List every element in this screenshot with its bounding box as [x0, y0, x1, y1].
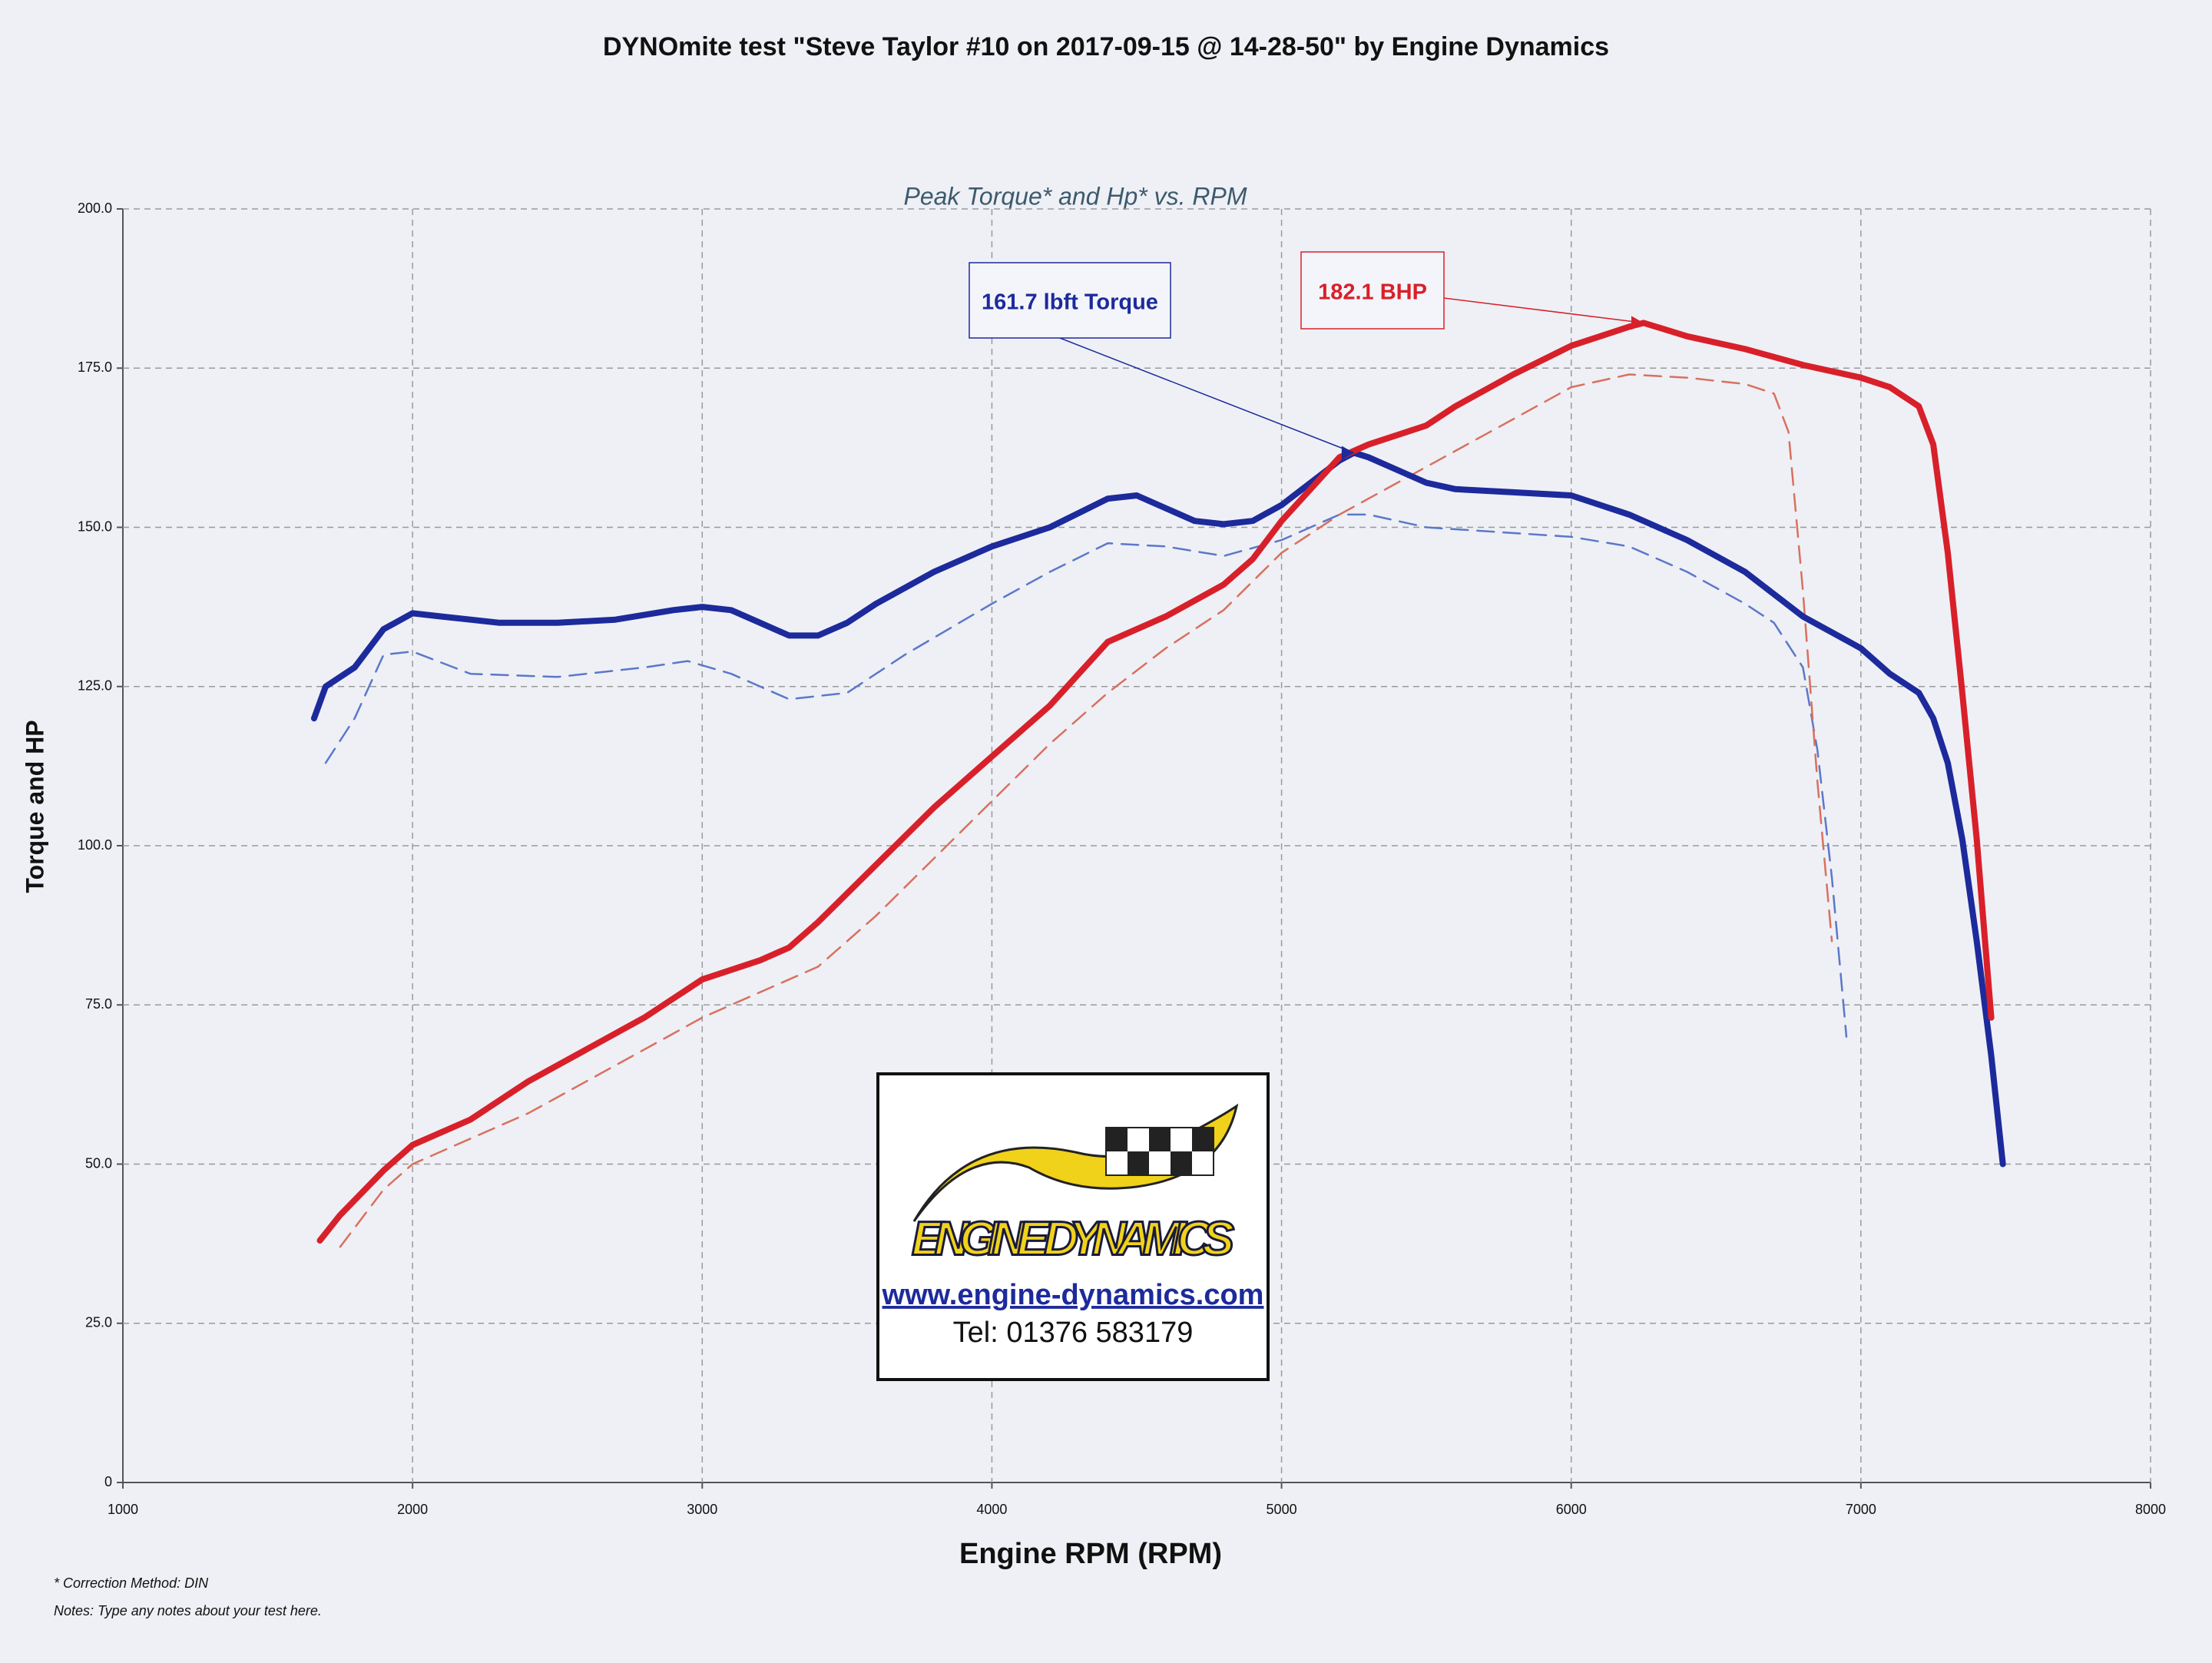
logo-box: ENGINE DYNAMICS www.engine-dynamics.com …	[876, 1072, 1270, 1381]
annotation-leader	[1443, 297, 1644, 324]
y-tick-label: 175.0	[78, 359, 112, 375]
line	[316, 320, 1995, 1244]
logo-phone: Tel: 01376 583179	[953, 1317, 1194, 1349]
x-tick-label: 3000	[687, 1502, 717, 1517]
x-tick-label: 2000	[397, 1502, 428, 1517]
dashed-line	[324, 513, 1848, 1038]
logo-flag	[1105, 1127, 1214, 1176]
x-tick-label: 4000	[976, 1502, 1007, 1517]
footnote: Notes: Type any notes about your test he…	[54, 1603, 322, 1618]
line	[310, 449, 2006, 1168]
flag-square	[1192, 1128, 1214, 1151]
x-tick-label: 5000	[1267, 1502, 1297, 1517]
flag-square	[1106, 1128, 1128, 1151]
y-tick-label: 100.0	[78, 837, 112, 853]
y-axis-label: Torque and HP	[21, 720, 48, 893]
x-tick-label: 7000	[1846, 1502, 1876, 1517]
y-tick-label: 50.0	[85, 1155, 112, 1171]
annotation-arrowhead	[1631, 316, 1644, 330]
logo-url: www.engine-dynamics.com	[882, 1279, 1264, 1311]
x-tick-label: 6000	[1556, 1502, 1587, 1517]
dashed-line	[339, 373, 1833, 1248]
footnote: * Correction Method: DIN	[54, 1575, 209, 1591]
flag-square	[1149, 1128, 1171, 1151]
annotation-label: 161.7 lbft Torque	[982, 290, 1158, 315]
chart-title: DYNOmite test "Steve Taylor #10 on 2017-…	[603, 32, 1609, 61]
chart-subtitle: Peak Torque* and Hp* vs. RPM	[903, 182, 1247, 210]
annotation-label: 182.1 BHP	[1318, 280, 1427, 305]
logo-name: ENGINE DYNAMICS	[912, 1212, 1234, 1265]
x-axis-label: Engine RPM (RPM)	[959, 1538, 1222, 1570]
y-tick-label: 25.0	[85, 1315, 112, 1330]
plot-area: 200.0 175.0 150.0 125.0 100.0 75.0 50.0 25.0 0 10…	[78, 200, 2166, 1517]
y-tick-label: 0	[104, 1474, 112, 1489]
y-tick-label: 75.0	[85, 996, 112, 1012]
x-tick-label: 8000	[2135, 1502, 2166, 1517]
annotation-box	[1300, 251, 1445, 330]
annotation-box	[969, 262, 1171, 339]
flag-square	[1171, 1151, 1192, 1175]
annotation-arrowhead	[1341, 446, 1354, 460]
y-tick-label: 125.0	[78, 678, 112, 694]
logo-swoosh	[912, 1103, 1239, 1222]
x-tick-label: 1000	[108, 1502, 138, 1517]
y-tick-label: 150.0	[78, 518, 112, 534]
y-tick-label: 200.0	[78, 200, 112, 216]
flag-square	[1128, 1151, 1149, 1175]
annotation-leader	[1059, 337, 1355, 454]
